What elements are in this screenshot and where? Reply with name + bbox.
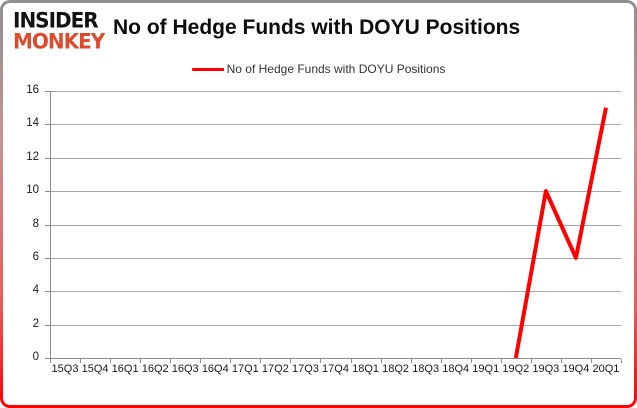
x-axis-label: 15Q4	[81, 363, 109, 375]
x-axis-tick	[260, 359, 262, 363]
x-axis-tick	[200, 359, 202, 363]
legend-label: No of Hedge Funds with DOYU Positions	[226, 62, 446, 76]
y-axis-tick	[45, 224, 50, 226]
y-axis-label: 0	[32, 351, 39, 363]
x-axis-label: 20Q1	[592, 363, 620, 375]
y-axis-tick	[45, 191, 50, 193]
x-axis-tick	[350, 359, 352, 363]
x-axis-tick	[410, 359, 412, 363]
x-axis-tick	[590, 359, 592, 363]
insider-monkey-logo: INSIDER MONKEY	[13, 7, 105, 54]
x-axis-tick	[500, 359, 502, 363]
x-axis-tick	[621, 359, 622, 363]
x-axis-label: 18Q2	[382, 363, 410, 375]
y-axis-label: 14	[26, 117, 39, 130]
series-line	[513, 107, 608, 359]
y-gridline	[50, 291, 621, 293]
x-axis-tick	[50, 359, 51, 363]
y-gridline	[50, 91, 621, 92]
legend: No of Hedge Funds with DOYU Positions	[191, 62, 446, 76]
x-axis-tick	[380, 359, 382, 363]
x-axis-label: 18Q3	[412, 363, 440, 375]
y-axis-label: 4	[32, 284, 39, 297]
x-axis-tick	[170, 359, 172, 363]
y-axis-tick	[45, 358, 50, 359]
y-axis-label: 12	[26, 150, 39, 163]
x-axis-label: 17Q2	[261, 363, 289, 375]
x-axis-label: 16Q4	[201, 363, 229, 375]
x-axis-label: 16Q2	[141, 363, 169, 375]
x-axis-label: 19Q2	[502, 363, 530, 375]
x-axis-tick	[560, 359, 562, 363]
y-axis-label: 8	[32, 217, 39, 230]
x-axis-label: 19Q1	[472, 363, 500, 375]
x-axis-label: 16Q3	[171, 363, 199, 375]
chart-canvas: INSIDER MONKEY No of Hedge Funds with DO…	[3, 3, 634, 405]
y-axis-line	[50, 91, 51, 359]
x-axis-label: 18Q4	[442, 363, 470, 375]
x-axis-label: 19Q4	[562, 363, 590, 375]
y-axis-label: 10	[26, 184, 39, 197]
x-axis-label: 18Q1	[352, 363, 379, 375]
x-axis-label: 17Q3	[291, 363, 319, 375]
legend-line-swatch	[191, 67, 224, 71]
x-axis-tick	[80, 359, 82, 363]
y-axis-label: 6	[32, 250, 39, 263]
hedge-fund-count-line	[513, 107, 608, 359]
x-axis-tick	[440, 359, 442, 363]
y-axis-tick	[45, 124, 50, 126]
x-axis-tick	[110, 359, 112, 363]
x-axis-tick	[290, 359, 292, 363]
x-axis-tick	[140, 359, 142, 363]
y-gridline	[50, 224, 621, 226]
x-axis-label: 19Q3	[532, 363, 560, 375]
y-axis-tick	[45, 257, 50, 259]
x-axis-label: 16Q1	[111, 363, 139, 375]
x-axis-tick	[230, 359, 232, 363]
y-axis-label: 2	[32, 317, 39, 330]
x-axis-label: 17Q4	[322, 363, 349, 375]
chart-title: No of Hedge Funds with DOYU Positions	[113, 16, 521, 39]
y-gridline	[50, 124, 621, 126]
x-axis-tick	[530, 359, 532, 363]
x-axis-line	[50, 358, 621, 359]
y-axis-tick	[45, 91, 50, 92]
y-gridline	[50, 157, 621, 159]
y-gridline	[50, 257, 621, 259]
logo-text-insider: INSIDER	[13, 7, 99, 33]
x-axis-label: 17Q1	[231, 363, 259, 375]
y-axis-tick	[45, 291, 50, 293]
y-gridline	[50, 191, 621, 193]
x-axis-tick	[470, 359, 472, 363]
y-gridline	[50, 324, 621, 326]
y-axis-tick	[45, 324, 50, 326]
x-axis-label: 15Q3	[51, 363, 79, 375]
y-axis-label: 16	[26, 84, 39, 96]
x-axis-tick	[320, 359, 322, 363]
logo-text-monkey: MONKEY	[13, 28, 105, 54]
y-axis-tick	[45, 157, 50, 159]
line-chart-plot-area: 0 2 4 6 8 10 12 14 16 15Q3 15Q4 16Q1 16Q2 16Q3 16Q4 17Q…	[3, 3, 634, 405]
